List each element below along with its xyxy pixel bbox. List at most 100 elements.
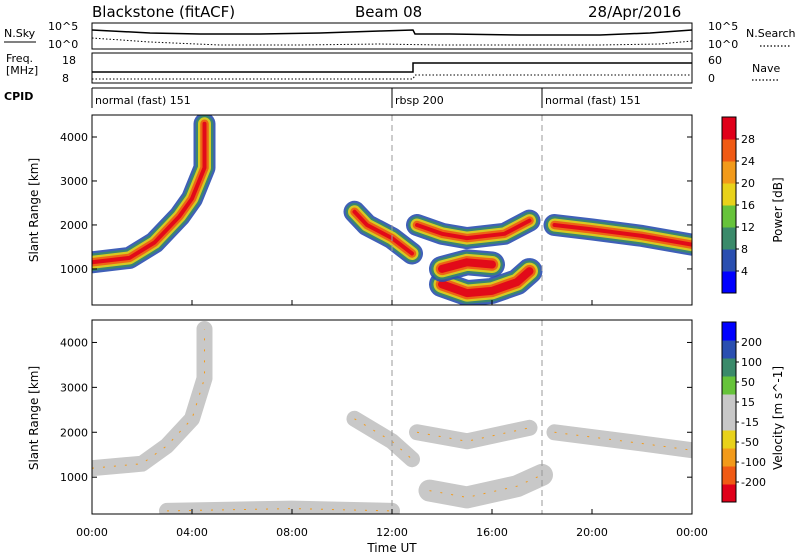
colorbar-segment	[722, 340, 736, 359]
range-tick-label: 4000	[60, 336, 88, 349]
colorbar-segment	[722, 394, 736, 413]
velocity-mode-boundaries	[391, 320, 543, 514]
noise-panel	[91, 22, 693, 50]
echo-speckle	[92, 329, 205, 469]
colorbar-tick-label: -15	[741, 416, 759, 429]
colorbar-tick-label: 28	[741, 133, 755, 146]
power-colorbar: 28 24 20 16 12 8 4	[721, 116, 755, 294]
noise-sky-trace	[91, 29, 693, 36]
power-ylabel: Slant Range [km]	[27, 158, 41, 262]
noise-search-label: N.Search	[746, 27, 796, 40]
colorbar-tick-label: 100	[741, 356, 762, 369]
colorbar-segment	[722, 484, 736, 503]
freq-trace	[92, 62, 692, 73]
freq-panel	[91, 52, 693, 84]
colorbar-segment	[722, 358, 736, 377]
colorbar-segment	[722, 322, 736, 341]
range-tick-label: 2000	[60, 219, 88, 232]
colorbar-tick-label: 24	[741, 155, 755, 168]
cpid-modes: normal (fast) 151 rbsp 200 normal (fast) 1…	[91, 88, 641, 108]
colorbar-frame	[721, 321, 737, 503]
colorbar-tick-label: 12	[741, 221, 755, 234]
noise-right-tick-bottom: 10^0	[708, 38, 738, 51]
colorbar-tick-label: 4	[741, 265, 748, 278]
colorbar-segment	[722, 139, 736, 162]
time-tick-label: 16:00	[476, 526, 508, 539]
time-tick-label: 12:00	[376, 526, 408, 539]
colorbar-segment	[722, 376, 736, 395]
time-tick-label: 04:00	[176, 526, 208, 539]
colorbar-tick-label: -200	[741, 476, 766, 489]
colorbar-segment	[722, 161, 736, 184]
range-tick-label: 1000	[60, 263, 88, 276]
echo-region	[415, 218, 532, 241]
colorbar-tick-label: 20	[741, 177, 755, 190]
colorbar-tick-label: -100	[741, 456, 766, 469]
echo-region	[438, 258, 496, 273]
range-tick-label: 1000	[60, 471, 88, 484]
velocity-echoes	[92, 321, 692, 514]
freq-tick-top: 18	[62, 54, 76, 67]
beam-title: Beam 08	[355, 3, 422, 21]
colorbar-segment	[722, 205, 736, 228]
power-mode-boundaries	[391, 115, 543, 305]
noise-left-tick-bottom: 10^0	[48, 38, 78, 51]
colorbar-segment	[722, 249, 736, 272]
colorbar-segment	[722, 117, 736, 140]
time-tick-label: 20:00	[576, 526, 608, 539]
nave-trace	[92, 74, 692, 80]
echo-region	[409, 419, 538, 450]
noise-right-tick-top: 10^5	[708, 20, 738, 33]
colorbar-tick-label: -50	[741, 436, 759, 449]
cpid-mode-label: normal (fast) 151	[95, 94, 191, 107]
colorbar-segment	[722, 412, 736, 431]
velocity-colorbar: 200 100 50 15 -15 -50 -100 -200	[721, 321, 766, 503]
colorbar-tick-label: 50	[741, 376, 755, 389]
nave-tick-bottom: 0	[708, 72, 715, 85]
noise-sky-label: N.Sky	[4, 27, 36, 40]
colorbar-segment	[722, 466, 736, 485]
colorbar-tick-label: 16	[741, 199, 755, 212]
colorbar-segment	[722, 430, 736, 449]
power-y-axis: 1000 2000 3000 4000	[60, 131, 692, 276]
station-title: Blackstone (fitACF)	[92, 3, 235, 21]
range-tick-label: 4000	[60, 131, 88, 144]
echo-region	[92, 121, 207, 265]
colorbar-tick-label: 200	[741, 336, 762, 349]
time-tick-label: 00:00	[76, 526, 108, 539]
echo-region	[418, 463, 553, 509]
echo-region	[352, 209, 414, 256]
power-colorbar-label: Power [dB]	[771, 177, 785, 242]
noise-left-tick-top: 10^5	[48, 20, 78, 33]
colorbar-segment	[722, 227, 736, 250]
echo-region	[159, 500, 400, 514]
range-tick-label: 2000	[60, 426, 88, 439]
velocity-colorbar-label: Velocity [m s^-1]	[771, 366, 785, 470]
nave-label: Nave	[752, 62, 780, 75]
noise-search-trace	[91, 37, 693, 46]
power-echoes	[92, 115, 692, 305]
nave-tick-top: 60	[708, 54, 722, 67]
velocity-ylabel: Slant Range [km]	[27, 366, 41, 470]
time-axis: 00:00 04:00 08:00 12:00 16:00 20:00 00:00	[76, 300, 708, 539]
range-tick-label: 3000	[60, 381, 88, 394]
echo-speckle	[554, 431, 692, 451]
time-tick-label: 00:00	[676, 526, 708, 539]
colorbar-segment	[722, 183, 736, 206]
cpid-label: CPID	[4, 90, 33, 103]
cpid-mode-label: normal (fast) 151	[545, 94, 641, 107]
velocity-y-axis: 1000 2000 3000 4000	[60, 336, 692, 484]
time-axis-label: Time UT	[366, 541, 417, 554]
colorbar-segment	[722, 448, 736, 467]
cpid-mode-label: rbsp 200	[395, 94, 444, 107]
echo-region	[552, 223, 692, 247]
freq-label-line1: Freq.	[6, 52, 33, 65]
freq-tick-bottom: 8	[62, 72, 69, 85]
echo-region	[438, 267, 534, 298]
time-tick-label: 08:00	[276, 526, 308, 539]
date-title: 28/Apr/2016	[588, 3, 681, 21]
range-tick-label: 3000	[60, 175, 88, 188]
colorbar-tick-label: 15	[741, 396, 755, 409]
colorbar-tick-label: 8	[741, 243, 748, 256]
